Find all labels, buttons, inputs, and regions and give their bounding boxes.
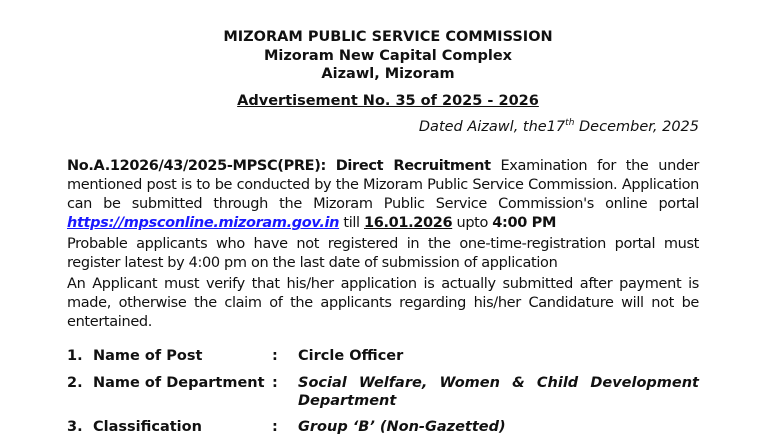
- item-label: Name of Post: [93, 348, 203, 364]
- item-number: 1.: [67, 348, 83, 364]
- item-colon: :: [272, 348, 278, 364]
- item-label: Name of Department: [93, 375, 265, 391]
- portal-link[interactable]: https://mpsconline.mizoram.gov.in: [67, 215, 340, 231]
- item-value: Social Welfare, Women & Child Developmen…: [298, 375, 699, 409]
- item-number: 2.: [67, 375, 83, 391]
- item-colon: :: [272, 419, 278, 435]
- till-text: till: [339, 215, 364, 231]
- dated-suffix: December, 2025: [574, 118, 699, 135]
- item-value: Group ‘B’ (Non-Gazetted): [298, 419, 506, 435]
- item-number: 3.: [67, 419, 83, 435]
- notice-text: Examination for the under mentioned post…: [67, 158, 699, 212]
- address-line-1: Mizoram New Capital Complex: [263, 48, 513, 64]
- deadline-date: 16.01.2026: [363, 215, 453, 231]
- deadline-time: 4:00 PM: [492, 215, 557, 231]
- org-name: MIZORAM PUBLIC SERVICE COMMISSION: [223, 29, 553, 45]
- address-line-2: Aizawl, Mizoram: [321, 66, 455, 82]
- item-colon: :: [272, 375, 278, 391]
- item-label: Classification: [93, 419, 202, 435]
- notice-paragraph-2: Probable applicants who have not registe…: [67, 236, 699, 271]
- dated-sup: th: [565, 118, 575, 128]
- direct-recruitment: Direct Recruitment: [335, 158, 491, 174]
- notice-paragraph-1: No.A.12026/43/2025-MPSC(PRE): Direct Rec…: [67, 157, 699, 233]
- dated-prefix: Dated Aizawl, the17: [418, 118, 566, 135]
- item-value: Circle Officer: [298, 348, 404, 364]
- reference-number: No.A.12026/43/2025-MPSC(PRE):: [67, 158, 326, 174]
- dated-line: Dated Aizawl, the17th December, 2025: [419, 118, 699, 135]
- upto-text: upto: [452, 215, 493, 231]
- notice-body: No.A.12026/43/2025-MPSC(PRE): Direct Rec…: [67, 157, 699, 334]
- advertisement-number: Advertisement No. 35 of 2025 - 2026: [237, 93, 539, 109]
- notice-paragraph-3: An Applicant must verify that his/her ap…: [67, 276, 699, 330]
